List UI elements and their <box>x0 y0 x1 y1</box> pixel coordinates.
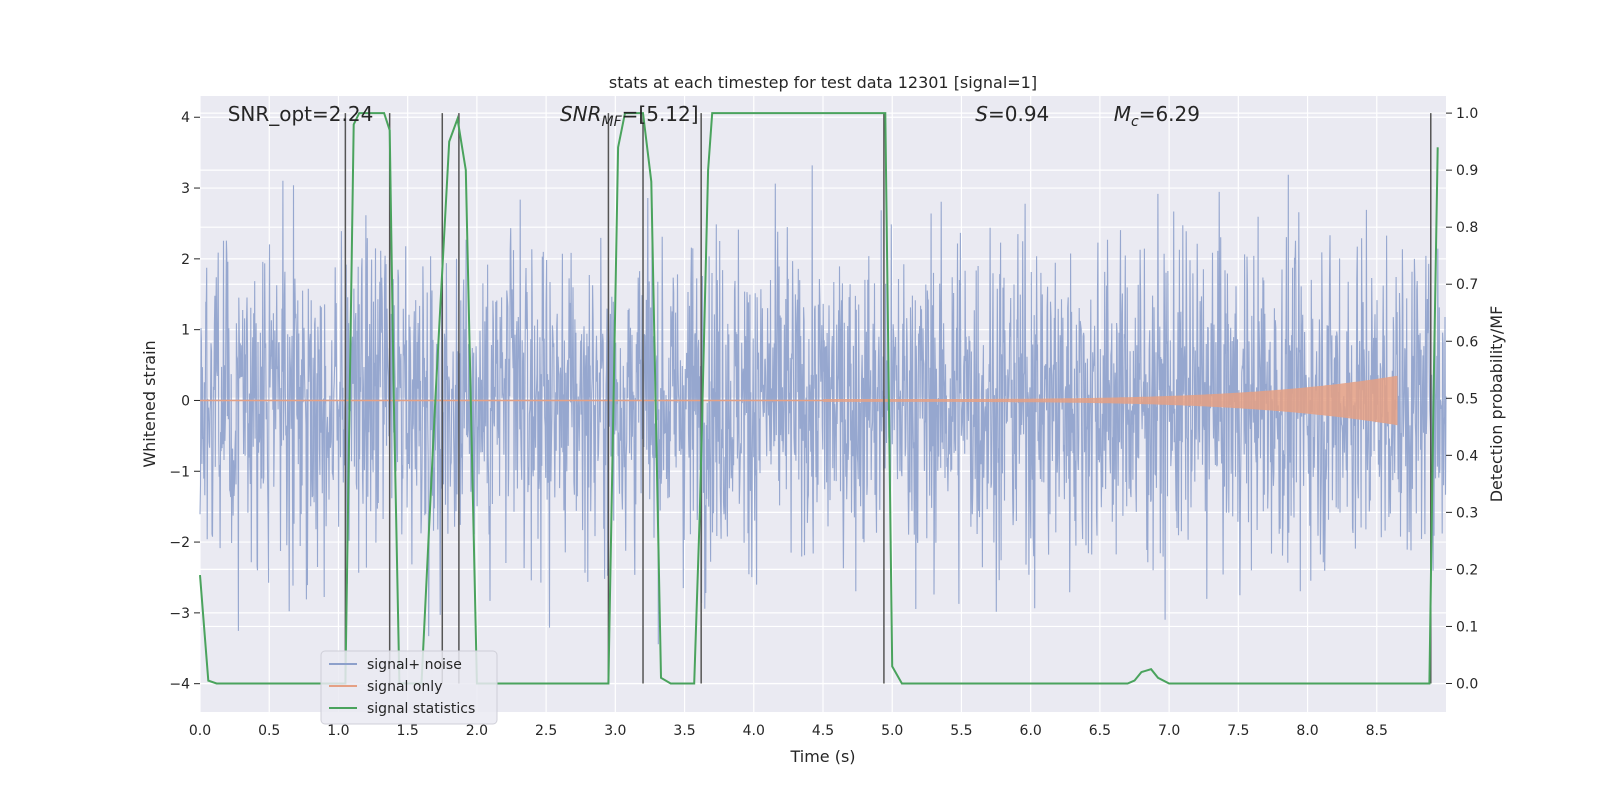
legend-box <box>320 650 498 725</box>
legend-label-signal-only: signal only <box>367 679 442 695</box>
x-tick-label: 4.5 <box>812 723 834 739</box>
annotation: SNR_opt=2.24 <box>228 102 374 126</box>
x-tick-label: 6.0 <box>1020 723 1042 739</box>
x-tick-label: 2.0 <box>466 723 488 739</box>
x-tick-label: 3.0 <box>604 723 626 739</box>
annotations: SNR_opt=2.24 SNRMF=[5.12] S=0.94 Mc=6.29 <box>228 102 1200 130</box>
legend-label-statistics: signal statistics <box>367 701 475 717</box>
y-right-tick-label: 0.4 <box>1456 448 1478 464</box>
noise-trace <box>199 165 1447 645</box>
x-tick-label: 0.5 <box>258 723 280 739</box>
y-left-tick-label: −1 <box>169 464 190 480</box>
annotation: SNRMF=[5.12] <box>560 102 699 130</box>
x-axis-label: Time (s) <box>789 747 855 766</box>
x-tick-label: 8.0 <box>1296 723 1318 739</box>
y-right-tick-label: 0.3 <box>1456 505 1478 521</box>
statistics-line <box>199 112 1439 685</box>
x-tick-label: 0.0 <box>189 723 211 739</box>
x-tick-label: 7.0 <box>1158 723 1180 739</box>
y-right-tick-label: 0.0 <box>1456 676 1478 692</box>
y-right-tick-label: 0.2 <box>1456 562 1478 578</box>
legend: signal+ noise signal only signal statist… <box>320 650 498 725</box>
y-left-tick-label: −2 <box>169 535 190 551</box>
x-tick-label: 2.5 <box>535 723 557 739</box>
y-left-tick-label: 2 <box>181 252 190 268</box>
x-tick-label: 1.5 <box>397 723 419 739</box>
chart-title: stats at each timestep for test data 123… <box>609 73 1037 92</box>
chirp-envelope <box>823 375 1398 426</box>
annotation: Mc=6.29 <box>1114 102 1200 130</box>
y-right-tick-label: 0.7 <box>1456 277 1478 293</box>
y-left-tick-label: 3 <box>181 181 190 197</box>
x-axis-ticks: 0.0 0.5 1.0 1.5 2.0 2.5 3.0 3.5 4.0 4.5 5.0 5.5 6.0 6… <box>189 723 1388 739</box>
y-left-tick-label: 1 <box>181 323 190 339</box>
annotation: S=0.94 <box>975 102 1049 126</box>
x-tick-label: 4.0 <box>743 723 765 739</box>
x-tick-label: 3.5 <box>673 723 695 739</box>
y-right-tick-label: 0.8 <box>1456 220 1478 236</box>
y-left-axis-label: Whitened strain <box>140 340 159 467</box>
signal-only-series <box>200 375 1398 426</box>
x-tick-label: 5.0 <box>881 723 903 739</box>
y-right-tick-label: 0.1 <box>1456 619 1478 635</box>
signal-noise-series <box>199 165 1447 645</box>
y-right-tick-label: 0.9 <box>1456 163 1478 179</box>
y-right-axis-label: Detection probability/MF <box>1487 306 1506 503</box>
signal-statistics-series <box>199 112 1439 685</box>
y-right-tick-label: 0.6 <box>1456 334 1478 350</box>
x-tick-label: 6.5 <box>1089 723 1111 739</box>
y-left-axis-ticks: −4 −3 −2 −1 0 1 2 3 4 <box>169 110 200 693</box>
x-tick-label: 7.5 <box>1227 723 1249 739</box>
x-tick-label: 1.0 <box>327 723 349 739</box>
y-left-tick-label: 4 <box>181 110 190 126</box>
x-tick-label: 8.5 <box>1366 723 1388 739</box>
y-right-axis-ticks: 0.0 0.1 0.2 0.3 0.4 0.5 0.6 0.7 0.8 0.9 1.0 <box>1446 106 1478 692</box>
x-tick-label: 5.5 <box>950 723 972 739</box>
y-left-tick-label: 0 <box>181 393 190 409</box>
legend-label-noise: signal+ noise <box>367 657 462 673</box>
y-right-tick-label: 1.0 <box>1456 106 1478 122</box>
y-right-tick-label: 0.5 <box>1456 391 1478 407</box>
y-left-tick-label: −4 <box>169 677 190 693</box>
y-left-tick-label: −3 <box>169 606 190 622</box>
